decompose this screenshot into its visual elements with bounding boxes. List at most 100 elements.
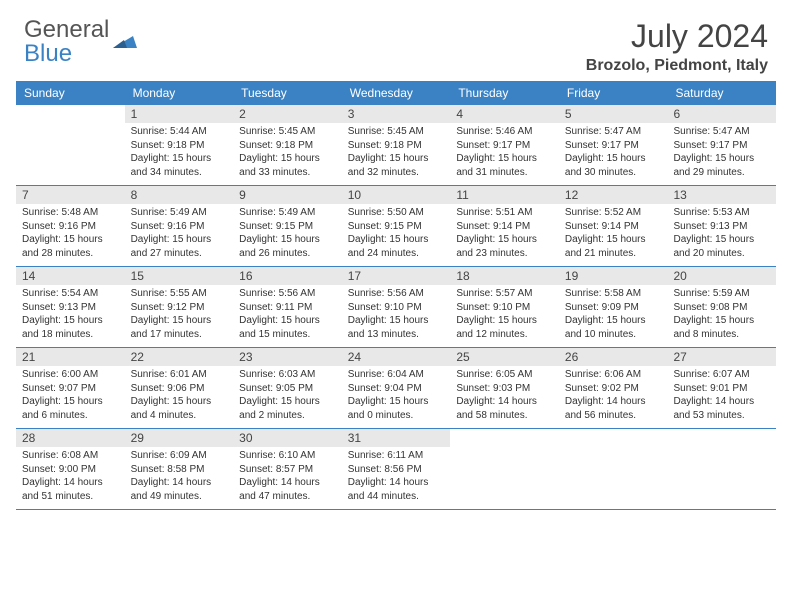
day-content: Sunrise: 5:56 AMSunset: 9:11 PMDaylight:… xyxy=(233,285,342,343)
day-header: Monday xyxy=(125,81,234,105)
day-cell: 25Sunrise: 6:05 AMSunset: 9:03 PMDayligh… xyxy=(450,348,559,428)
day-number: 3 xyxy=(342,105,451,123)
day-cell: 12Sunrise: 5:52 AMSunset: 9:14 PMDayligh… xyxy=(559,186,668,266)
day-number: 12 xyxy=(559,186,668,204)
day-content: Sunrise: 5:54 AMSunset: 9:13 PMDaylight:… xyxy=(16,285,125,343)
day-content: Sunrise: 5:47 AMSunset: 9:17 PMDaylight:… xyxy=(559,123,668,181)
day-number: 18 xyxy=(450,267,559,285)
day-cell: 19Sunrise: 5:58 AMSunset: 9:09 PMDayligh… xyxy=(559,267,668,347)
day-content: Sunrise: 5:49 AMSunset: 9:16 PMDaylight:… xyxy=(125,204,234,262)
day-cell: 9Sunrise: 5:49 AMSunset: 9:15 PMDaylight… xyxy=(233,186,342,266)
day-cell: 31Sunrise: 6:11 AMSunset: 8:56 PMDayligh… xyxy=(342,429,451,509)
logo-word-1: General xyxy=(24,16,109,43)
day-content: Sunrise: 5:47 AMSunset: 9:17 PMDaylight:… xyxy=(667,123,776,181)
day-cell: 27Sunrise: 6:07 AMSunset: 9:01 PMDayligh… xyxy=(667,348,776,428)
logo: General Blue xyxy=(24,18,137,66)
day-number: 25 xyxy=(450,348,559,366)
day-content: Sunrise: 5:57 AMSunset: 9:10 PMDaylight:… xyxy=(450,285,559,343)
header: General Blue July 2024 Brozolo, Piedmont… xyxy=(0,0,792,81)
day-content: Sunrise: 5:59 AMSunset: 9:08 PMDaylight:… xyxy=(667,285,776,343)
day-number: 6 xyxy=(667,105,776,123)
week-row: 1Sunrise: 5:44 AMSunset: 9:18 PMDaylight… xyxy=(16,105,776,186)
day-number: 31 xyxy=(342,429,451,447)
day-header: Friday xyxy=(559,81,668,105)
day-number: 27 xyxy=(667,348,776,366)
day-content: Sunrise: 5:53 AMSunset: 9:13 PMDaylight:… xyxy=(667,204,776,262)
day-content: Sunrise: 6:09 AMSunset: 8:58 PMDaylight:… xyxy=(125,447,234,505)
logo-word-2: Blue xyxy=(24,40,72,67)
day-number: 5 xyxy=(559,105,668,123)
day-header: Saturday xyxy=(667,81,776,105)
week-row: 28Sunrise: 6:08 AMSunset: 9:00 PMDayligh… xyxy=(16,429,776,510)
day-number: 17 xyxy=(342,267,451,285)
day-cell: 17Sunrise: 5:56 AMSunset: 9:10 PMDayligh… xyxy=(342,267,451,347)
day-content: Sunrise: 5:45 AMSunset: 9:18 PMDaylight:… xyxy=(342,123,451,181)
day-content: Sunrise: 5:56 AMSunset: 9:10 PMDaylight:… xyxy=(342,285,451,343)
day-content: Sunrise: 5:55 AMSunset: 9:12 PMDaylight:… xyxy=(125,285,234,343)
calendar-weeks: 1Sunrise: 5:44 AMSunset: 9:18 PMDaylight… xyxy=(16,105,776,510)
day-cell: 18Sunrise: 5:57 AMSunset: 9:10 PMDayligh… xyxy=(450,267,559,347)
day-number: 23 xyxy=(233,348,342,366)
day-cell: 7Sunrise: 5:48 AMSunset: 9:16 PMDaylight… xyxy=(16,186,125,266)
logo-text: General Blue xyxy=(24,18,109,66)
day-number: 10 xyxy=(342,186,451,204)
title-block: July 2024 Brozolo, Piedmont, Italy xyxy=(586,18,768,75)
day-content: Sunrise: 5:48 AMSunset: 9:16 PMDaylight:… xyxy=(16,204,125,262)
day-header: Sunday xyxy=(16,81,125,105)
day-number: 22 xyxy=(125,348,234,366)
day-content: Sunrise: 6:06 AMSunset: 9:02 PMDaylight:… xyxy=(559,366,668,424)
day-cell: 1Sunrise: 5:44 AMSunset: 9:18 PMDaylight… xyxy=(125,105,234,185)
day-number: 2 xyxy=(233,105,342,123)
day-number: 20 xyxy=(667,267,776,285)
day-number: 16 xyxy=(233,267,342,285)
day-cell: 3Sunrise: 5:45 AMSunset: 9:18 PMDaylight… xyxy=(342,105,451,185)
day-content: Sunrise: 6:07 AMSunset: 9:01 PMDaylight:… xyxy=(667,366,776,424)
day-cell: 26Sunrise: 6:06 AMSunset: 9:02 PMDayligh… xyxy=(559,348,668,428)
day-cell: 30Sunrise: 6:10 AMSunset: 8:57 PMDayligh… xyxy=(233,429,342,509)
day-number: 26 xyxy=(559,348,668,366)
day-cell: 21Sunrise: 6:00 AMSunset: 9:07 PMDayligh… xyxy=(16,348,125,428)
day-number: 29 xyxy=(125,429,234,447)
day-cell: 14Sunrise: 5:54 AMSunset: 9:13 PMDayligh… xyxy=(16,267,125,347)
day-cell: 8Sunrise: 5:49 AMSunset: 9:16 PMDaylight… xyxy=(125,186,234,266)
day-content: Sunrise: 6:08 AMSunset: 9:00 PMDaylight:… xyxy=(16,447,125,505)
day-number: 7 xyxy=(16,186,125,204)
day-number: 24 xyxy=(342,348,451,366)
day-cell: 4Sunrise: 5:46 AMSunset: 9:17 PMDaylight… xyxy=(450,105,559,185)
day-content: Sunrise: 5:51 AMSunset: 9:14 PMDaylight:… xyxy=(450,204,559,262)
day-cell: 13Sunrise: 5:53 AMSunset: 9:13 PMDayligh… xyxy=(667,186,776,266)
day-content: Sunrise: 5:49 AMSunset: 9:15 PMDaylight:… xyxy=(233,204,342,262)
calendar: SundayMondayTuesdayWednesdayThursdayFrid… xyxy=(0,81,792,510)
day-number: 11 xyxy=(450,186,559,204)
day-content: Sunrise: 5:46 AMSunset: 9:17 PMDaylight:… xyxy=(450,123,559,181)
day-number: 15 xyxy=(125,267,234,285)
day-content: Sunrise: 6:01 AMSunset: 9:06 PMDaylight:… xyxy=(125,366,234,424)
day-header: Tuesday xyxy=(233,81,342,105)
day-cell: 11Sunrise: 5:51 AMSunset: 9:14 PMDayligh… xyxy=(450,186,559,266)
day-content: Sunrise: 5:58 AMSunset: 9:09 PMDaylight:… xyxy=(559,285,668,343)
day-number: 30 xyxy=(233,429,342,447)
day-cell: 2Sunrise: 5:45 AMSunset: 9:18 PMDaylight… xyxy=(233,105,342,185)
day-header: Wednesday xyxy=(342,81,451,105)
day-content: Sunrise: 6:04 AMSunset: 9:04 PMDaylight:… xyxy=(342,366,451,424)
day-cell: 16Sunrise: 5:56 AMSunset: 9:11 PMDayligh… xyxy=(233,267,342,347)
day-cell: 15Sunrise: 5:55 AMSunset: 9:12 PMDayligh… xyxy=(125,267,234,347)
day-header: Thursday xyxy=(450,81,559,105)
day-content: Sunrise: 6:11 AMSunset: 8:56 PMDaylight:… xyxy=(342,447,451,505)
day-cell: 20Sunrise: 5:59 AMSunset: 9:08 PMDayligh… xyxy=(667,267,776,347)
day-content: Sunrise: 6:10 AMSunset: 8:57 PMDaylight:… xyxy=(233,447,342,505)
week-row: 14Sunrise: 5:54 AMSunset: 9:13 PMDayligh… xyxy=(16,267,776,348)
day-number: 28 xyxy=(16,429,125,447)
day-cell: 6Sunrise: 5:47 AMSunset: 9:17 PMDaylight… xyxy=(667,105,776,185)
location: Brozolo, Piedmont, Italy xyxy=(586,57,768,75)
day-number: 13 xyxy=(667,186,776,204)
day-number: 1 xyxy=(125,105,234,123)
day-cell: 24Sunrise: 6:04 AMSunset: 9:04 PMDayligh… xyxy=(342,348,451,428)
day-cell: 10Sunrise: 5:50 AMSunset: 9:15 PMDayligh… xyxy=(342,186,451,266)
day-cell: 23Sunrise: 6:03 AMSunset: 9:05 PMDayligh… xyxy=(233,348,342,428)
day-number: 19 xyxy=(559,267,668,285)
logo-mark-icon xyxy=(113,32,137,52)
day-content: Sunrise: 6:03 AMSunset: 9:05 PMDaylight:… xyxy=(233,366,342,424)
day-cell: 29Sunrise: 6:09 AMSunset: 8:58 PMDayligh… xyxy=(125,429,234,509)
day-cell xyxy=(16,105,125,185)
